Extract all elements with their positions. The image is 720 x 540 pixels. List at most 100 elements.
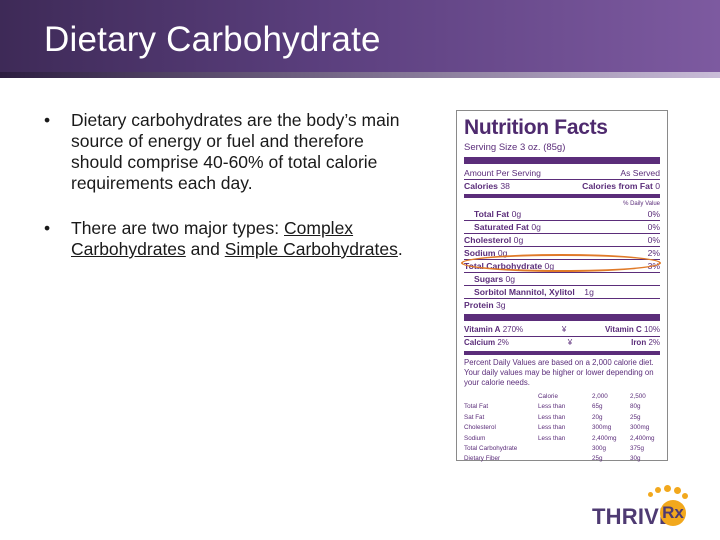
bullet-marker: • bbox=[44, 110, 51, 130]
table-row: Cholesterol Less than 300mg 300mg bbox=[464, 423, 660, 433]
calories-label: Calories bbox=[464, 181, 498, 191]
complex-carbohydrates-link[interactable]: Complex Carbohydrates bbox=[71, 218, 354, 259]
vitamin-label: Iron bbox=[631, 338, 647, 347]
nutrient-pct: 0% bbox=[647, 209, 660, 219]
table-cell bbox=[464, 392, 538, 402]
table-row: Calorie 2,000 2,500 bbox=[464, 392, 660, 402]
nutrient-label: Protein bbox=[464, 300, 494, 310]
table-cell: 65g bbox=[592, 403, 603, 411]
carbohydrate-highlight-oval bbox=[461, 254, 661, 272]
vitamin-row: Vitamin A 270% ¥ Vitamin C 10% bbox=[464, 324, 660, 336]
amount-row: Amount Per Serving As Served bbox=[464, 167, 660, 179]
vitamin-value: 270% bbox=[502, 325, 524, 334]
table-cell: 2,500 bbox=[630, 393, 646, 400]
divider bbox=[464, 314, 660, 321]
bullet-text: Dietary carbohydrates are the body’s mai… bbox=[71, 110, 400, 193]
table-cell: 300g bbox=[592, 445, 607, 453]
calories-row: Calories 38 Calories from Fat 0 bbox=[464, 180, 660, 192]
nutrient-amount: 1g bbox=[584, 287, 594, 297]
nutrient-row: Cholesterol 0g 0% bbox=[464, 234, 660, 246]
table-cell: 30g bbox=[630, 455, 641, 463]
nutrient-amount: 0g bbox=[511, 209, 522, 219]
divider bbox=[464, 157, 660, 164]
bullet-list: • Dietary carbohydrates are the body’s m… bbox=[44, 110, 404, 284]
nutrient-amount: 0g bbox=[497, 248, 508, 258]
nutrition-title: Nutrition Facts bbox=[464, 116, 608, 139]
slide-title: Dietary Carbohydrate bbox=[44, 20, 381, 59]
nutrient-row: Total Fat 0g 0% bbox=[464, 208, 660, 220]
table-cell: 2,400mg bbox=[592, 434, 617, 442]
vitamin-label: Calcium bbox=[464, 338, 496, 347]
bullet-text: There are two major types: bbox=[71, 218, 284, 238]
bullet-text: . bbox=[397, 239, 403, 259]
bullet-item: • Dietary carbohydrates are the body’s m… bbox=[44, 110, 404, 194]
table-cell bbox=[538, 444, 592, 454]
divider bbox=[464, 194, 660, 198]
vitamin-value: 2% bbox=[648, 338, 660, 347]
calories-fat-value: 0 bbox=[655, 181, 660, 191]
vitamin-label: Vitamin C bbox=[604, 325, 642, 334]
serving-size: Serving Size 3 oz. (85g) bbox=[464, 142, 566, 153]
nutrient-row: Protein 3g bbox=[464, 299, 660, 311]
nutrient-amount: 0g bbox=[513, 235, 524, 245]
nutrient-amount: 3g bbox=[496, 300, 506, 310]
table-cell: Less than bbox=[538, 413, 566, 421]
nutrient-row: Sugars 0g bbox=[464, 273, 660, 285]
table-cell: 300mg bbox=[592, 424, 612, 432]
nutrient-label: Saturated Fat bbox=[474, 222, 529, 232]
calories-value: 38 bbox=[500, 181, 510, 191]
as-served: As Served bbox=[620, 168, 660, 178]
table-row: Sat Fat Less than 20g 25g bbox=[464, 413, 660, 423]
thriverx-logo: THRIVE Rx bbox=[592, 484, 712, 534]
table-cell: 375g bbox=[630, 445, 645, 453]
bullet-text: and bbox=[185, 239, 225, 259]
nutrient-row: Sodium 0g 2% bbox=[464, 247, 660, 259]
table-cell: 2,400mg bbox=[630, 434, 655, 442]
nutrient-label: Sodium bbox=[464, 248, 496, 258]
nutrient-row: Saturated Fat 0g 0% bbox=[464, 221, 660, 233]
logo-dot bbox=[682, 493, 688, 499]
table-cell: 25g bbox=[592, 455, 603, 463]
table-cell bbox=[538, 454, 592, 464]
table-cell: 80g bbox=[630, 403, 641, 411]
daily-value-table: Calorie 2,000 2,500 Total Fat Less than … bbox=[464, 392, 660, 465]
table-cell: 20g bbox=[592, 413, 603, 421]
nutrient-row: Sorbitol Mannitol, Xylitol 1g bbox=[464, 286, 660, 298]
table-cell: 25g bbox=[630, 413, 641, 421]
bullet-marker: • bbox=[44, 218, 51, 238]
table-cell: Sat Fat bbox=[464, 413, 485, 421]
nutrient-pct: 0% bbox=[647, 235, 660, 245]
nutrition-facts-label: Nutrition Facts Serving Size 3 oz. (85g)… bbox=[456, 110, 668, 462]
vitamin-row: Calcium 2% ¥ Iron 2% bbox=[464, 337, 660, 349]
nutrient-amount: 0g bbox=[505, 274, 516, 284]
logo-dot bbox=[664, 485, 671, 492]
logo-dot bbox=[674, 487, 681, 494]
table-row: Total Fat Less than 65g 80g bbox=[464, 402, 660, 412]
nutrient-label: Cholesterol bbox=[464, 235, 512, 245]
table-cell: 2,000 bbox=[592, 393, 608, 400]
logo-rx-mark: Rx bbox=[660, 500, 686, 526]
logo-dot bbox=[655, 487, 661, 493]
bullet-item: • There are two major types: Complex Car… bbox=[44, 218, 404, 260]
table-cell: Calorie bbox=[538, 393, 558, 400]
nutrient-label: Sorbitol Mannitol, Xylitol bbox=[474, 287, 575, 297]
nutrient-label: Sugars bbox=[474, 274, 504, 284]
table-cell: Less than bbox=[538, 424, 566, 432]
title-bar: Dietary Carbohydrate bbox=[0, 0, 720, 78]
vitamin-separator: ¥ bbox=[567, 338, 573, 347]
amount-per-serving: Amount Per Serving bbox=[464, 168, 541, 178]
nutrient-pct: 0% bbox=[647, 222, 660, 232]
calories-fat-label: Calories from Fat bbox=[582, 181, 653, 191]
divider bbox=[464, 179, 660, 180]
table-row: Sodium Less than 2,400mg 2,400mg bbox=[464, 434, 660, 444]
vitamin-separator: ¥ bbox=[561, 325, 567, 334]
divider bbox=[464, 351, 660, 355]
logo-dot bbox=[648, 492, 653, 497]
vitamin-value: 10% bbox=[643, 325, 660, 334]
table-cell: Sodium bbox=[464, 434, 486, 442]
table-cell: 300mg bbox=[630, 424, 650, 432]
table-cell: Total Carbohydrate bbox=[464, 445, 518, 453]
simple-carbohydrates-link[interactable]: Simple Carbohydrates bbox=[224, 239, 398, 259]
table-cell: Less than bbox=[538, 434, 566, 442]
daily-value-footnote: Percent Daily Values are based on a 2,00… bbox=[464, 358, 654, 387]
